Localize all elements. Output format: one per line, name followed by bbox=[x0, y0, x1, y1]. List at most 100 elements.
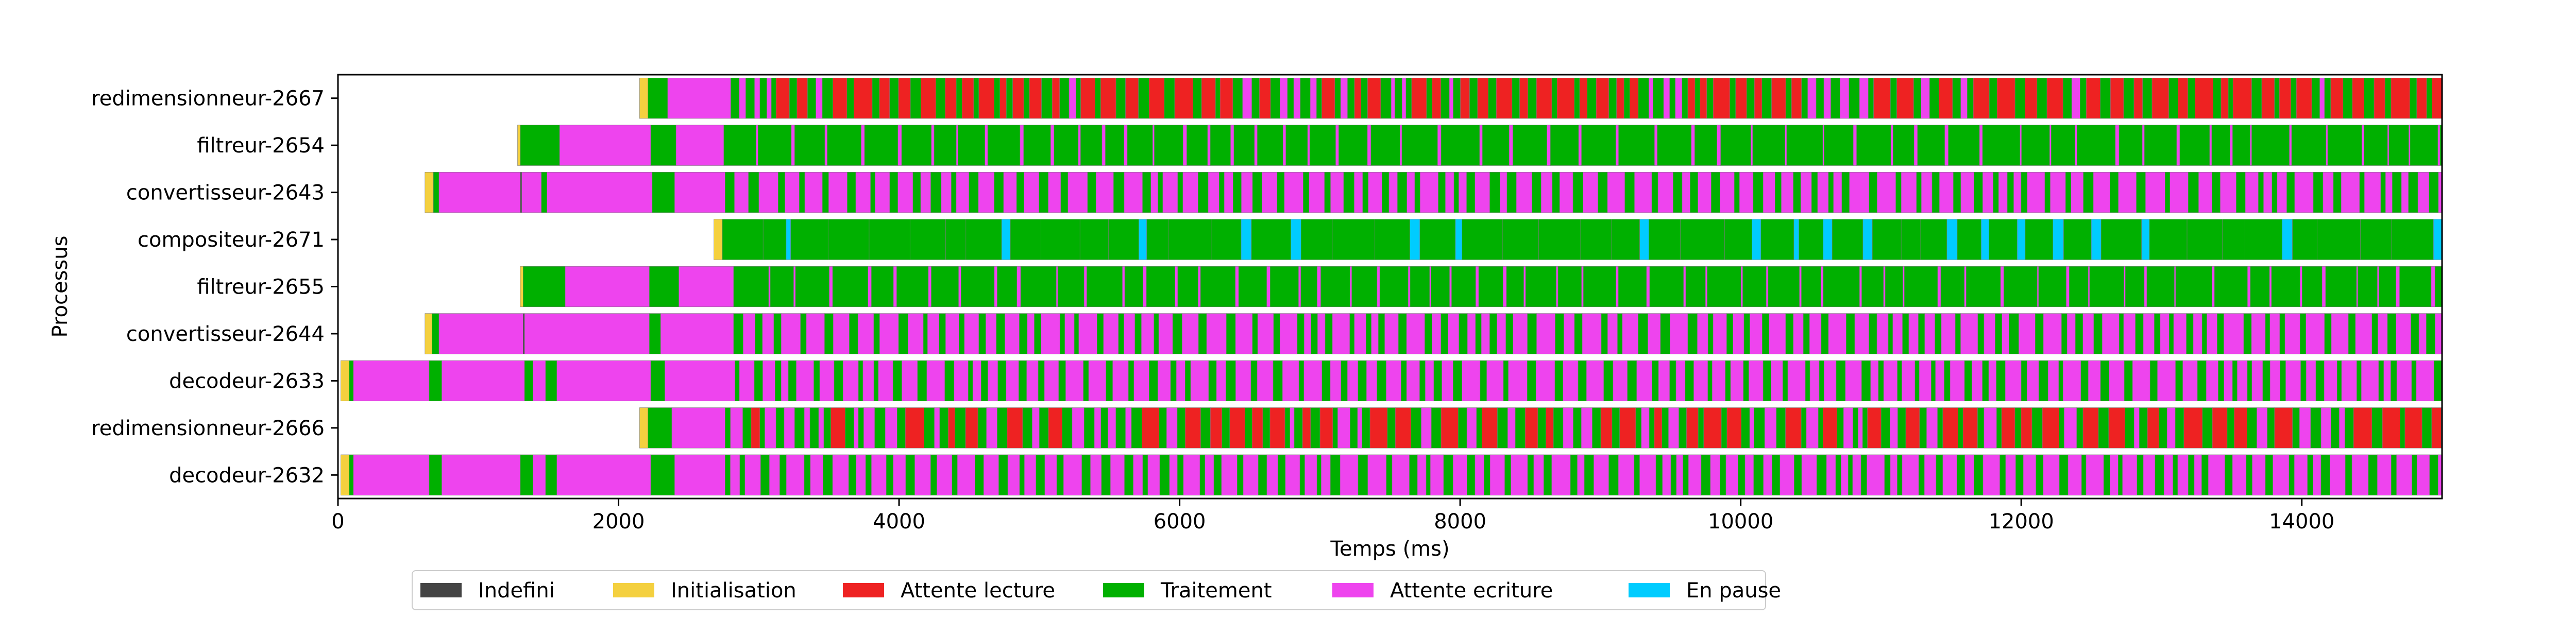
segment-traitement bbox=[1497, 407, 1508, 449]
segment-attente_ecriture bbox=[1147, 454, 1160, 495]
segment-attente_ecriture bbox=[994, 266, 997, 307]
segment-attente_ecriture bbox=[1094, 407, 1101, 449]
segment-traitement bbox=[873, 313, 880, 354]
segment-traitement bbox=[1362, 171, 1369, 213]
segment-traitement bbox=[1952, 78, 1961, 119]
segment-traitement bbox=[2124, 360, 2133, 402]
segment-traitement bbox=[1831, 78, 1840, 119]
segment-attente_ecriture bbox=[1176, 360, 1185, 402]
segment-attente_ecriture bbox=[1429, 266, 1431, 307]
segment-attente_ecriture bbox=[1208, 171, 1219, 213]
segment-traitement bbox=[804, 454, 811, 495]
segment-traitement bbox=[2142, 78, 2153, 119]
segment-attente_lecture bbox=[1302, 407, 1311, 449]
segment-attente_ecriture bbox=[1841, 454, 1849, 495]
segment-traitement bbox=[959, 313, 965, 354]
segment-attente_ecriture bbox=[2361, 125, 2364, 166]
segment-attente_ecriture bbox=[2416, 360, 2434, 402]
segment-attente_ecriture bbox=[2326, 125, 2328, 166]
segment-traitement bbox=[2222, 219, 2245, 260]
segment-traitement bbox=[1885, 266, 1903, 307]
segment-attente_ecriture bbox=[2066, 313, 2076, 354]
segment-traitement bbox=[873, 360, 879, 402]
segment-attente_ecriture bbox=[1048, 171, 1061, 213]
segment-attente_ecriture bbox=[1166, 407, 1178, 449]
segment-traitement bbox=[2175, 266, 2212, 307]
segment-attente_ecriture bbox=[2383, 360, 2391, 402]
segment-traitement bbox=[2280, 360, 2286, 402]
segment-attente_ecriture bbox=[2323, 171, 2334, 213]
segment-attente_ecriture bbox=[1110, 454, 1125, 495]
segment-attente_ecriture bbox=[2431, 266, 2435, 307]
segment-traitement bbox=[1419, 219, 1456, 260]
segment-traitement bbox=[1095, 78, 1101, 119]
segment-traitement bbox=[961, 266, 995, 307]
segment-traitement bbox=[1131, 407, 1142, 449]
process-bar-redimensionneur-2667 bbox=[639, 78, 2443, 119]
segment-attente_ecriture bbox=[1453, 454, 1467, 495]
segment-traitement bbox=[955, 407, 966, 449]
segment-traitement bbox=[1929, 78, 1939, 119]
segment-traitement bbox=[1824, 125, 1854, 166]
segment-traitement bbox=[2015, 454, 2024, 495]
segment-traitement bbox=[1106, 360, 1113, 402]
segment-traitement bbox=[846, 78, 854, 119]
segment-attente_ecriture bbox=[1026, 360, 1039, 402]
segment-traitement bbox=[2059, 407, 2064, 449]
segment-attente_ecriture bbox=[1890, 125, 1893, 166]
segment-attente_ecriture bbox=[2245, 171, 2259, 213]
segment-attente_ecriture bbox=[1384, 313, 1399, 354]
segment-traitement bbox=[2291, 78, 2297, 119]
segment-traitement bbox=[1414, 171, 1420, 213]
segment-attente_ecriture bbox=[879, 313, 899, 354]
segment-traitement bbox=[2364, 78, 2375, 119]
segment-traitement bbox=[2036, 454, 2044, 495]
legend-item-attente_lecture: Attente lecture bbox=[843, 579, 1055, 603]
segment-attente_ecriture bbox=[2207, 313, 2217, 354]
segment-traitement bbox=[1550, 125, 1579, 166]
segment-traitement bbox=[1801, 266, 1821, 307]
segment-traitement bbox=[1753, 171, 1764, 213]
segment-traitement bbox=[2265, 454, 2273, 495]
segment-traitement bbox=[1662, 407, 1669, 449]
segment-attente_lecture bbox=[1477, 78, 1488, 119]
segment-traitement bbox=[1635, 407, 1642, 449]
segment-traitement bbox=[1651, 171, 1658, 213]
segment-traitement bbox=[824, 313, 834, 354]
segment-attente_ecriture bbox=[1124, 125, 1128, 166]
segment-attente_ecriture bbox=[1347, 360, 1359, 402]
segment-traitement bbox=[1431, 407, 1442, 449]
segment-attente_ecriture bbox=[1944, 125, 1948, 166]
segment-attente_lecture bbox=[1703, 407, 1722, 449]
segment-attente_ecriture bbox=[1169, 454, 1178, 495]
segment-attente_ecriture bbox=[1507, 407, 1516, 449]
segment-traitement bbox=[1707, 266, 1741, 307]
segment-attente_lecture bbox=[2183, 407, 2203, 449]
segment-traitement bbox=[901, 125, 932, 166]
segment-attente_ecriture bbox=[1157, 360, 1171, 402]
segment-traitement bbox=[759, 407, 765, 449]
segment-traitement bbox=[1215, 78, 1221, 119]
segment-traitement bbox=[1395, 78, 1402, 119]
segment-attente_ecriture bbox=[1310, 78, 1317, 119]
segment-traitement bbox=[1419, 360, 1426, 402]
segment-attente_ecriture bbox=[1697, 313, 1708, 354]
segment-traitement bbox=[1338, 125, 1368, 166]
segment-traitement bbox=[2188, 78, 2195, 119]
segment-traitement bbox=[1358, 360, 1367, 402]
segment-attente_ecriture bbox=[1901, 171, 1917, 213]
segment-attente_ecriture bbox=[2418, 313, 2427, 354]
segment-attente_ecriture bbox=[1467, 313, 1476, 354]
segment-traitement bbox=[2218, 360, 2224, 402]
segment-traitement bbox=[2146, 266, 2175, 307]
segment-attente_ecriture bbox=[1182, 313, 1199, 354]
segment-traitement bbox=[1330, 454, 1341, 495]
segment-traitement bbox=[1574, 78, 1580, 119]
segment-traitement bbox=[832, 266, 869, 307]
segment-attente_ecriture bbox=[2237, 360, 2248, 402]
segment-traitement bbox=[1087, 171, 1096, 213]
segment-traitement bbox=[1398, 313, 1407, 354]
segment-attente_ecriture bbox=[1101, 125, 1106, 166]
segment-traitement bbox=[2144, 125, 2177, 166]
segment-attente_ecriture bbox=[1641, 407, 1650, 449]
